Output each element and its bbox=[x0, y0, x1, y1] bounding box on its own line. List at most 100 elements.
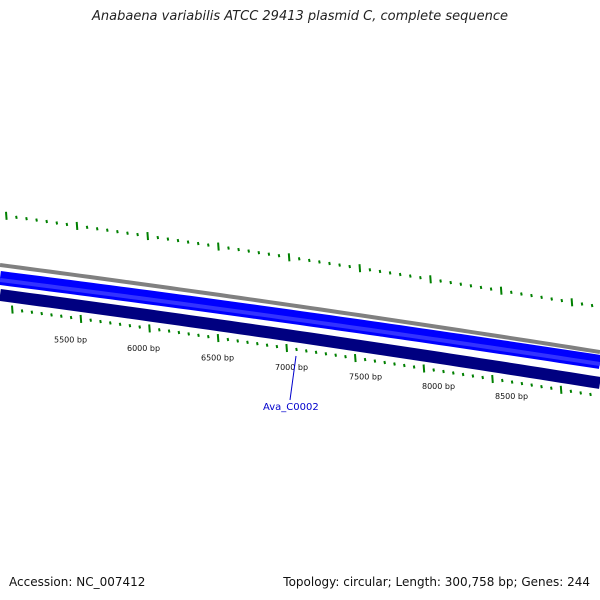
ruler-tick bbox=[403, 363, 406, 368]
ruler-tick bbox=[246, 340, 249, 344]
ruler-tick bbox=[89, 318, 92, 322]
ruler-label: 6500 bp bbox=[201, 353, 234, 362]
ruler-tick bbox=[148, 324, 151, 333]
outer-tick bbox=[267, 252, 271, 256]
ruler-tick bbox=[540, 385, 543, 389]
ruler-labels: 5500 bp 6000 bp 6500 bp 7000 bp 7500 bp 8000 … bbox=[54, 335, 528, 401]
ruler-tick bbox=[412, 365, 416, 369]
outer-tick bbox=[499, 286, 503, 295]
ruler-tick bbox=[11, 305, 14, 314]
forward-gene-track-highlight bbox=[0, 278, 600, 366]
ruler-tick bbox=[187, 332, 190, 336]
ruler-tick bbox=[471, 374, 475, 378]
outer-tick bbox=[146, 232, 149, 241]
gene-label-ava-c0002[interactable]: Ava_C0002 bbox=[263, 402, 319, 413]
ruler-tick bbox=[177, 330, 181, 335]
sequence-summary-text: Topology: circular; Length: 300,758 bp; … bbox=[283, 575, 590, 589]
ruler-tick bbox=[344, 355, 347, 359]
ruler-tick bbox=[79, 314, 83, 323]
ruler-label: 5500 bp bbox=[54, 335, 87, 344]
ruler-tick bbox=[520, 381, 524, 386]
ruler-tick-marks bbox=[11, 305, 592, 397]
outer-tick bbox=[388, 271, 392, 275]
outer-tick bbox=[419, 276, 422, 280]
outer-tick-marks bbox=[5, 211, 594, 308]
ruler-tick bbox=[491, 374, 494, 384]
outer-tick bbox=[196, 241, 200, 246]
ruler-tick bbox=[383, 360, 386, 365]
ruler-tick bbox=[550, 386, 553, 390]
outer-tick bbox=[277, 254, 281, 258]
ruler-tick bbox=[40, 311, 43, 316]
outer-tick bbox=[217, 242, 220, 251]
outer-tick bbox=[207, 243, 210, 247]
ruler-tick bbox=[422, 364, 426, 373]
ruler-tick bbox=[432, 368, 435, 372]
outer-tick bbox=[247, 249, 250, 253]
gene-label-pointer bbox=[289, 355, 297, 401]
outer-tick bbox=[186, 240, 190, 244]
outer-tick bbox=[85, 225, 89, 229]
ruler-label: 8500 bp bbox=[495, 392, 528, 401]
ruler-tick bbox=[295, 347, 298, 352]
outer-tick bbox=[156, 235, 160, 240]
outer-tick bbox=[479, 285, 483, 290]
outer-tick bbox=[510, 290, 513, 294]
ruler-tick bbox=[109, 321, 112, 325]
outer-tick bbox=[530, 293, 533, 298]
ruler-tick bbox=[442, 369, 445, 374]
ruler-tick bbox=[226, 337, 230, 342]
ruler-tick bbox=[197, 333, 200, 337]
ruler-tick bbox=[30, 310, 34, 314]
outer-tick bbox=[25, 217, 28, 221]
outer-tick bbox=[35, 218, 38, 222]
outer-tick bbox=[570, 298, 574, 307]
outer-tick bbox=[550, 297, 553, 301]
ruler-tick bbox=[324, 352, 328, 356]
outer-tick bbox=[409, 274, 412, 278]
outer-tick bbox=[287, 253, 291, 262]
ruler-tick bbox=[334, 353, 337, 357]
ruler-tick bbox=[461, 372, 465, 377]
outer-tick bbox=[136, 232, 139, 237]
ruler-tick bbox=[363, 357, 367, 362]
outer-tick bbox=[338, 263, 341, 267]
outer-tick bbox=[318, 260, 321, 264]
map-title: Anabaena variabilis ATCC 29413 plasmid C… bbox=[92, 9, 508, 24]
ruler-tick bbox=[265, 343, 269, 347]
ruler-tick bbox=[20, 309, 24, 313]
outer-tick bbox=[65, 222, 69, 227]
accession-text: Accession: NC_007412 bbox=[9, 575, 146, 589]
outer-tick bbox=[398, 272, 402, 277]
ruler-tick bbox=[354, 354, 357, 363]
outer-tick bbox=[166, 237, 170, 241]
outer-tick bbox=[368, 268, 372, 272]
ruler-tick bbox=[393, 362, 396, 366]
outer-tick bbox=[297, 257, 301, 261]
ruler-tick bbox=[158, 328, 161, 332]
outer-tick bbox=[348, 264, 351, 269]
ruler-tick bbox=[138, 325, 141, 329]
outer-tick bbox=[237, 247, 240, 252]
outer-tick bbox=[308, 258, 311, 263]
outer-tick bbox=[328, 261, 331, 266]
ruler-label: 7500 bp bbox=[349, 372, 382, 381]
outer-tick bbox=[227, 246, 230, 250]
outer-tick bbox=[55, 221, 59, 225]
outer-tick bbox=[176, 238, 180, 243]
backbone-ring bbox=[0, 263, 600, 354]
ruler-tick bbox=[207, 335, 210, 339]
ruler-tick bbox=[60, 314, 63, 318]
ruler-tick bbox=[501, 378, 504, 383]
ruler-tick bbox=[167, 329, 171, 333]
outer-tick bbox=[439, 279, 442, 283]
outer-tick bbox=[5, 211, 8, 220]
ruler-tick bbox=[256, 342, 259, 346]
ruler-tick bbox=[589, 392, 592, 397]
ruler-tick bbox=[99, 319, 102, 324]
outer-tick bbox=[106, 228, 109, 232]
outer-tick bbox=[358, 264, 362, 273]
ruler-tick bbox=[285, 343, 288, 353]
